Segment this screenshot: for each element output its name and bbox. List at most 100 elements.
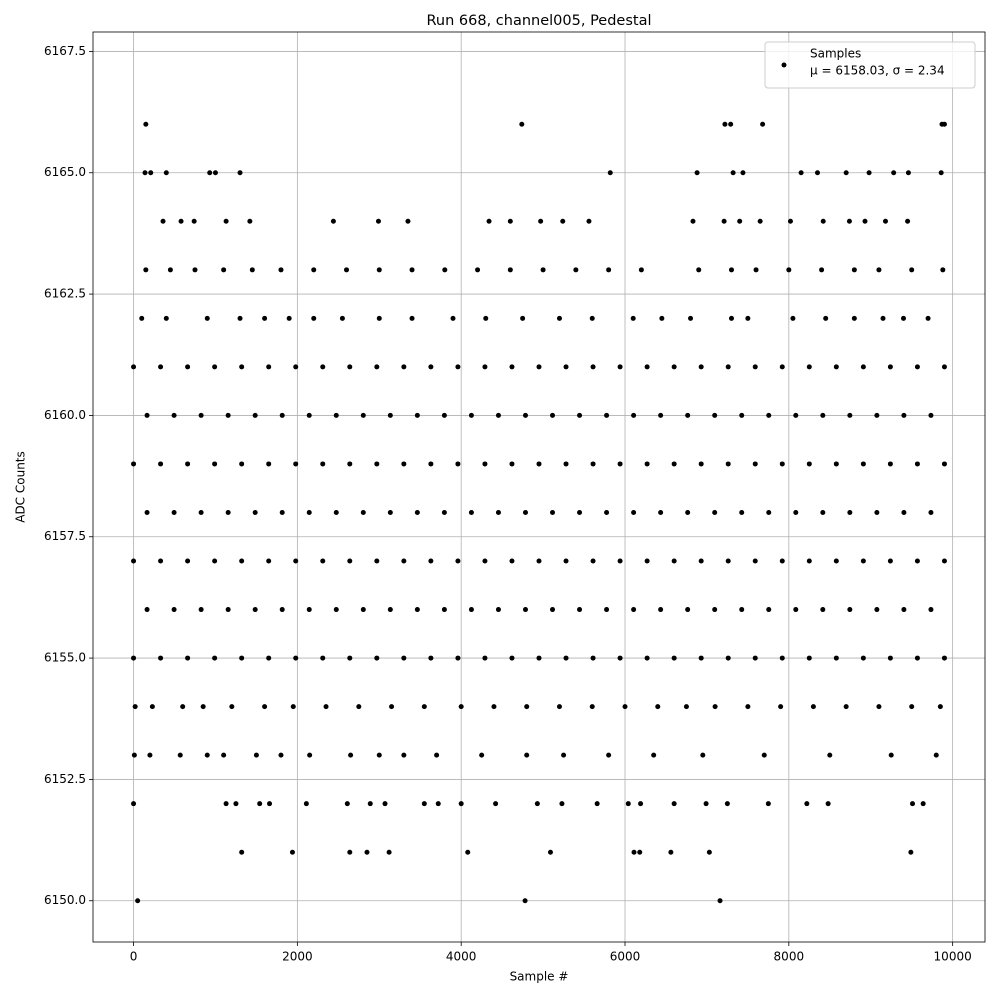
point <box>374 558 380 564</box>
point <box>468 412 474 418</box>
point <box>293 461 299 467</box>
point <box>685 509 691 515</box>
point <box>344 267 350 273</box>
point <box>590 364 596 370</box>
point <box>479 752 485 758</box>
point <box>637 849 643 855</box>
legend-note: μ = 6158.03, σ = 2.34 <box>810 64 945 78</box>
point <box>778 704 784 710</box>
point <box>534 801 540 807</box>
point <box>311 267 317 273</box>
x-tick-label: 10000 <box>934 950 972 964</box>
point <box>212 364 218 370</box>
point <box>212 170 218 176</box>
point <box>725 461 731 467</box>
point <box>594 801 600 807</box>
point <box>590 558 596 564</box>
y-tick-label: 6160.0 <box>44 408 86 422</box>
point <box>135 898 141 904</box>
point <box>414 412 420 418</box>
point <box>874 607 880 613</box>
point <box>253 752 259 758</box>
point <box>458 704 464 710</box>
point <box>347 558 353 564</box>
point <box>360 607 366 613</box>
point <box>428 364 434 370</box>
y-tick-label: 6150.0 <box>44 893 86 907</box>
point <box>631 509 637 515</box>
point <box>820 412 826 418</box>
point <box>142 170 148 176</box>
x-tick-label: 4000 <box>446 950 477 964</box>
point <box>810 704 816 710</box>
point <box>225 607 231 613</box>
point <box>860 655 866 661</box>
point <box>668 849 674 855</box>
point <box>132 704 138 710</box>
point <box>223 218 229 224</box>
point <box>475 267 481 273</box>
point <box>638 267 644 273</box>
point <box>409 315 415 321</box>
point <box>880 315 886 321</box>
point <box>577 412 583 418</box>
point <box>933 752 939 758</box>
point <box>833 655 839 661</box>
point <box>356 704 362 710</box>
point <box>376 267 382 273</box>
point <box>586 218 592 224</box>
point <box>724 801 730 807</box>
point <box>198 607 204 613</box>
point <box>779 558 785 564</box>
point <box>435 801 441 807</box>
point <box>482 558 488 564</box>
point <box>847 509 853 515</box>
y-tick-label: 6157.5 <box>44 529 86 543</box>
point <box>752 558 758 564</box>
point <box>374 655 380 661</box>
point <box>888 752 894 758</box>
point <box>563 364 569 370</box>
point <box>843 170 849 176</box>
point <box>925 315 931 321</box>
point <box>441 509 447 515</box>
point <box>685 412 691 418</box>
point <box>509 364 515 370</box>
point <box>851 315 857 321</box>
point <box>330 218 336 224</box>
point <box>901 412 907 418</box>
point <box>560 218 566 224</box>
x-tick-label: 6000 <box>610 950 641 964</box>
y-tick-label: 6152.5 <box>44 772 86 786</box>
point <box>229 704 235 710</box>
point <box>606 267 612 273</box>
point <box>910 801 916 807</box>
point <box>604 412 610 418</box>
point <box>617 364 623 370</box>
point <box>728 121 734 127</box>
point <box>401 655 407 661</box>
point <box>860 364 866 370</box>
point <box>306 412 312 418</box>
point <box>233 801 239 807</box>
point <box>887 655 893 661</box>
point <box>144 509 150 515</box>
point <box>730 170 736 176</box>
point <box>465 849 471 855</box>
point <box>819 267 825 273</box>
plot-frame <box>92 31 986 943</box>
point <box>860 461 866 467</box>
point <box>698 461 704 467</box>
point <box>820 607 826 613</box>
point <box>846 218 852 224</box>
point <box>563 655 569 661</box>
y-tick-label: 6167.5 <box>44 44 86 58</box>
point <box>387 412 393 418</box>
point <box>625 801 631 807</box>
point <box>401 558 407 564</box>
point <box>876 704 882 710</box>
point <box>739 509 745 515</box>
point <box>793 607 799 613</box>
point <box>928 509 934 515</box>
point <box>563 461 569 467</box>
